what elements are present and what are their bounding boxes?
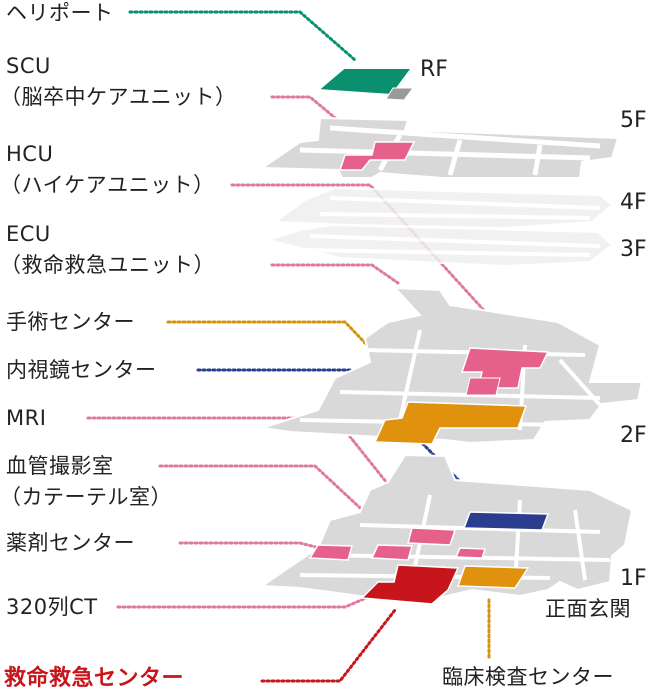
floor-label-5f: 5F <box>620 108 647 133</box>
label-hcu: HCU <box>6 142 54 166</box>
floor-label-4f: 4F <box>620 190 647 215</box>
label-pharmacy: 薬剤センター <box>6 531 135 555</box>
floor-3f <box>264 223 614 268</box>
floor-label-1f: 1F <box>620 566 647 591</box>
label-emergency: 救命救急センター <box>4 666 185 691</box>
scu-block <box>338 141 416 171</box>
angio-block <box>407 527 457 546</box>
floor-label-3f: 3F <box>620 237 647 262</box>
leader-hcu <box>230 183 522 352</box>
label-entrance: 正面玄関 <box>545 597 631 621</box>
floor-label-rf: RF <box>420 57 448 82</box>
label-angio-desc: （カテーテル室） <box>0 485 172 509</box>
leader-heliport <box>128 10 357 62</box>
floor-rf <box>315 67 414 101</box>
emergency-block <box>360 564 460 605</box>
leader-ecu <box>270 263 400 285</box>
floor-5f <box>258 116 620 179</box>
label-heliport: ヘリポート <box>6 1 114 25</box>
label-ecu-desc: （救命救急ユニット） <box>0 253 215 277</box>
floor-2f <box>261 286 644 445</box>
floor-label-2f: 2F <box>620 423 647 448</box>
endoscopy-block <box>462 511 550 531</box>
label-lab: 臨床検査センター <box>442 665 614 689</box>
leader-pharmacy <box>178 541 337 554</box>
label-angio: 血管撮影室 <box>6 454 114 478</box>
label-scu-desc: （脳卒中ケアユニット） <box>0 85 237 109</box>
pharmacy-block <box>308 544 353 561</box>
label-ecu: ECU <box>6 222 51 246</box>
label-surgery: 手術センター <box>6 310 135 334</box>
floor-1f <box>258 453 634 605</box>
leader-emergency <box>260 608 397 683</box>
lab-block <box>456 565 530 589</box>
label-scu: SCU <box>6 54 51 78</box>
label-mri: MRI <box>6 406 47 430</box>
floor-4f <box>272 186 614 230</box>
label-endoscopy: 内視鏡センター <box>6 358 157 382</box>
mri-block <box>373 401 528 445</box>
label-ct: 320列CT <box>6 595 98 619</box>
label-hcu-desc: （ハイケアユニット） <box>0 173 215 197</box>
